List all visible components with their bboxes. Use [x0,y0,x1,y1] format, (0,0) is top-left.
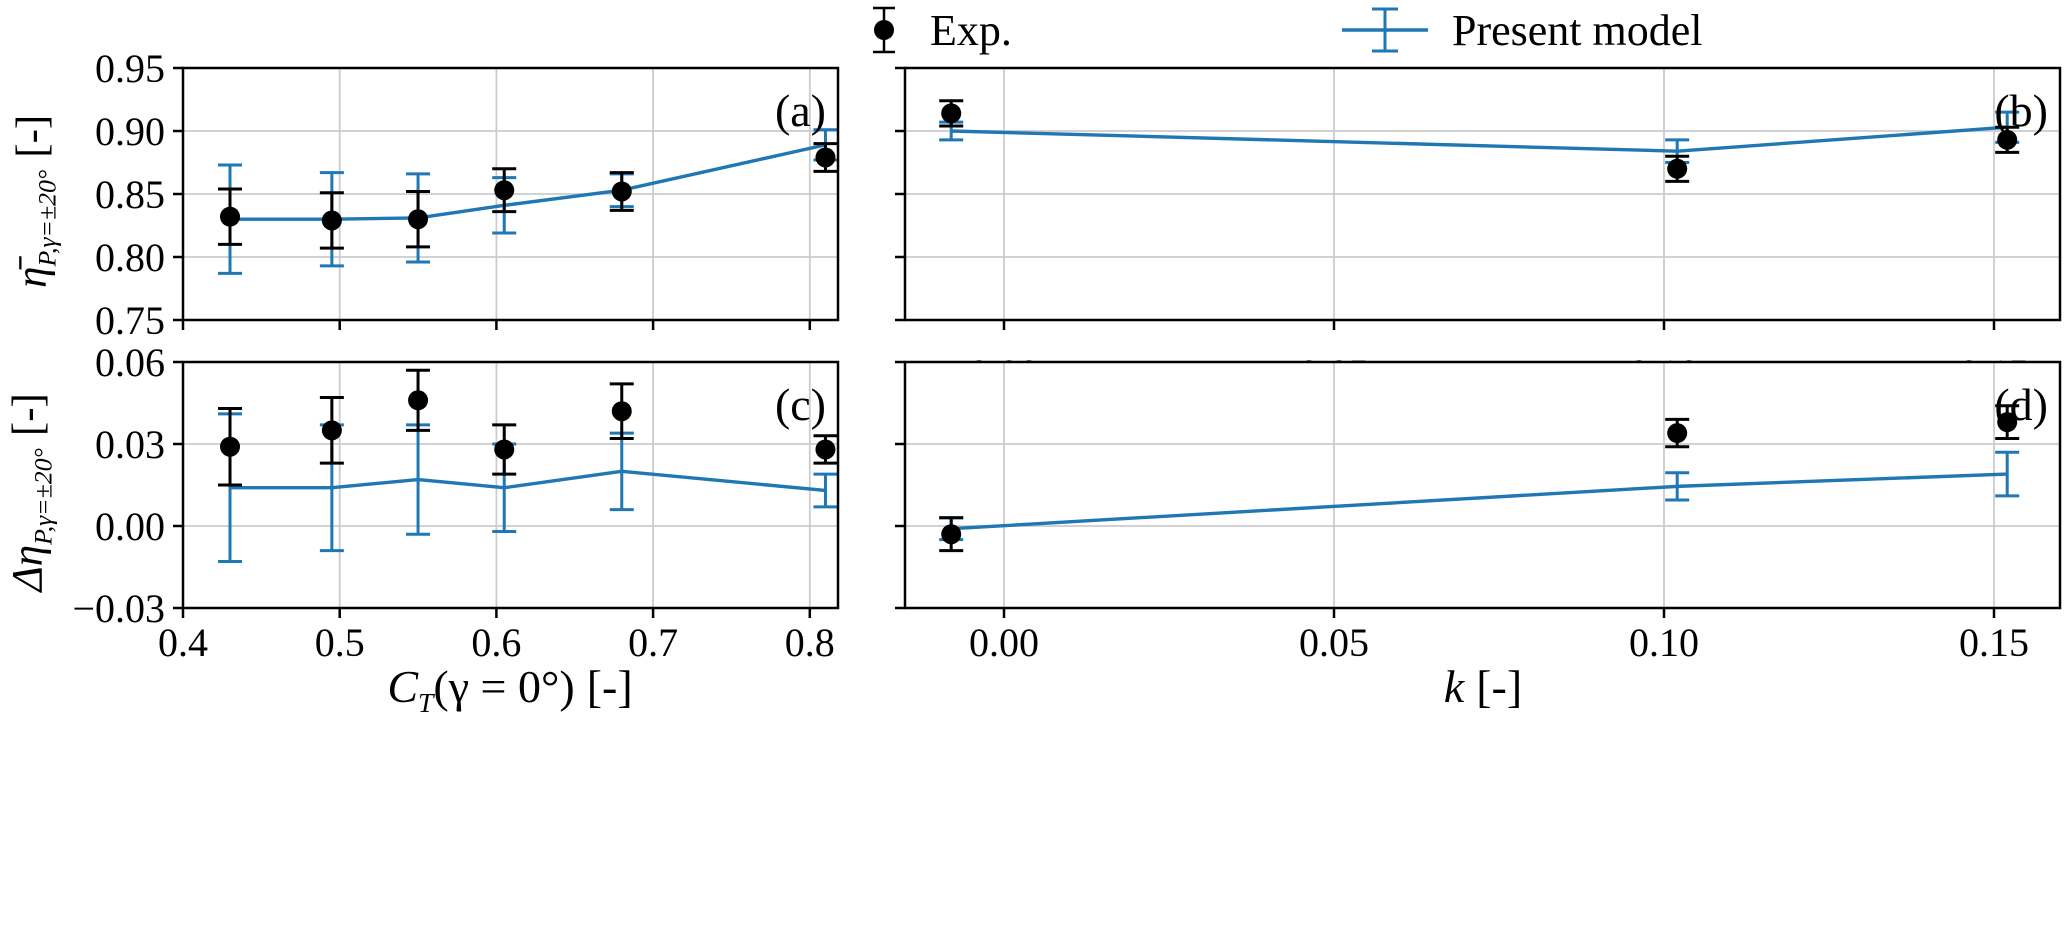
clipped-tick-label: 0.15 [1959,350,2029,363]
svg-text:(d): (d) [1994,379,2048,430]
svg-text:0.06: 0.06 [95,340,165,385]
clipped-tick-label: 0.05 [1299,350,1369,363]
legend-label-model: Present model [1452,5,1703,55]
svg-text:0.80: 0.80 [95,235,165,280]
y-axis-label-bottom: ΔηP,γ=±20° [-] [3,242,70,742]
legend-entry-model: Present model [1342,2,1703,58]
x-axis-label-left: CT(γ = 0°) [-] [310,660,710,719]
svg-text:0.7: 0.7 [628,620,678,665]
clipped-tick-label: 0.00 [969,350,1039,363]
ylabel-bottom-symbol: Δη [4,544,52,592]
xlabel-right-unit: [-] [1476,661,1523,712]
svg-text:(a): (a) [775,85,826,136]
x-axis-label-right: k [-] [1383,660,1583,713]
clipped-tick-label: 0.10 [1629,350,1699,363]
panel-a-efficiency-vs-ct: 0.75 0.80 0.85 0.90 0.95 (a) [95,46,840,343]
svg-text:(c): (c) [775,379,826,430]
svg-text:−0.03: −0.03 [72,586,165,631]
exp-errorbar-marker-icon [862,2,906,58]
svg-text:0.6: 0.6 [471,620,521,665]
legend-entry-exp: Exp. [862,2,1012,58]
panel-c-delta-eta-vs-ct: 0.4 0.5 0.6 0.7 0.8 −0.03 0.00 0.03 0.06 (c) [72,340,840,665]
xlabel-left-rest: (γ = 0°) [433,661,575,712]
panel-d-delta-eta-vs-k: 0.00 0.05 0.10 0.15 (d) [895,360,2062,665]
svg-text:0.75: 0.75 [95,298,165,343]
clipped-tick-labels: 0.00 0.05 0.10 0.15 [905,350,2060,363]
svg-text:0.10: 0.10 [1629,620,1699,665]
svg-text:0.03: 0.03 [95,422,165,467]
svg-text:0.05: 0.05 [1299,620,1369,665]
svg-text:0.4: 0.4 [158,620,208,665]
svg-text:0.90: 0.90 [95,109,165,154]
xlabel-left-symbol: C [387,661,419,712]
xlabel-right-symbol: k [1443,661,1465,712]
svg-text:0.00: 0.00 [969,620,1039,665]
svg-text:0.15: 0.15 [1959,620,2029,665]
svg-text:(b): (b) [1994,85,2048,136]
svg-text:0.85: 0.85 [95,172,165,217]
svg-text:0.00: 0.00 [95,504,165,549]
svg-text:0.95: 0.95 [95,46,165,91]
svg-text:0.8: 0.8 [785,620,835,665]
ylabel-bottom-unit: [-] [4,393,52,437]
svg-text:0.5: 0.5 [315,620,365,665]
xlabel-left-unit: [-] [586,661,633,712]
panel-b-efficiency-vs-k: (b) [895,66,2062,330]
xlabel-left-subscript: T [418,687,434,719]
ylabel-top-unit: [-] [8,114,56,158]
model-errorbar-marker-icon [1342,2,1428,58]
legend-label-exp: Exp. [930,5,1012,55]
ylabel-bottom-subscript: P,γ=±20° [28,448,58,545]
